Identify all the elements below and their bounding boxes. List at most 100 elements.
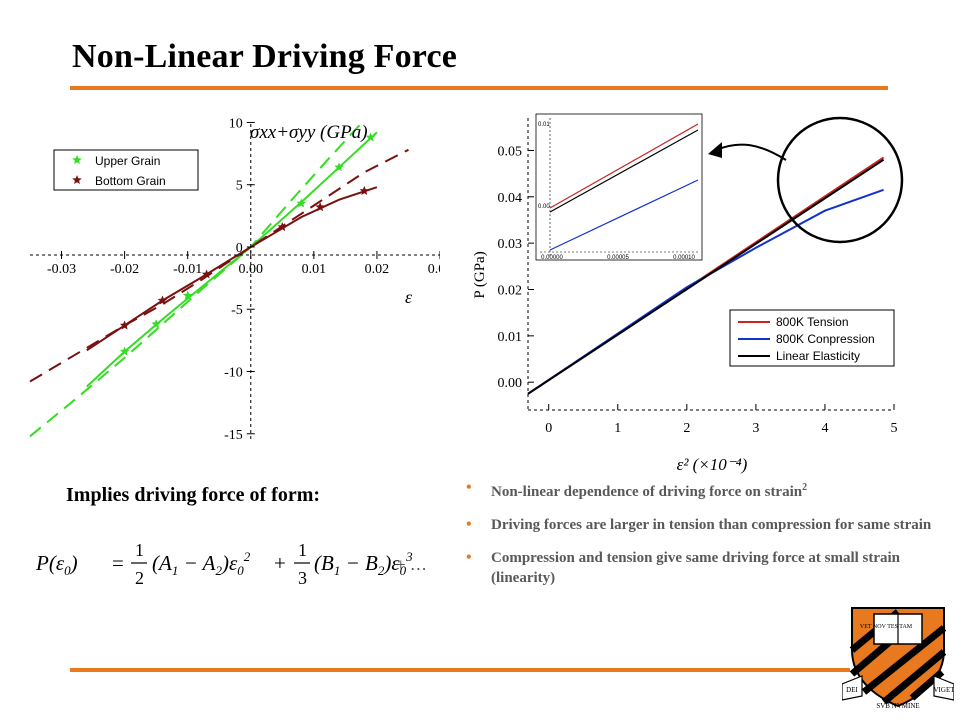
stress-strain-chart: -0.03 -0.02 -0.01 0.00 0.01 0.02 0.03 10 5 0 -5 -10… [29, 116, 440, 440]
x-tick-label: -0.03 [47, 262, 76, 277]
left-chart-series [29, 119, 409, 438]
svg-text:P(ε0): P(ε0) [35, 551, 78, 578]
inset-x-tick-label: 0.00000 [541, 255, 563, 261]
bullet-item: Non-linear dependence of driving force o… [466, 478, 946, 502]
bullet-list: Non-linear dependence of driving force o… [466, 478, 946, 601]
right-chart-ylabel: P (GPa) [472, 251, 488, 298]
bullet-item: Driving forces are larger in tension tha… [466, 515, 946, 535]
series-line-3 [29, 148, 409, 383]
driving-force-formula: P(ε0) = 1 2 (A1 − A2)ε02 + 1 3 (B1 − B2)… [35, 540, 427, 588]
inset-series-line [549, 179, 699, 251]
formula-lhs-end: ) [70, 551, 78, 575]
y-tick-label: 5 [236, 179, 243, 194]
y-tick-label: 0 [236, 241, 243, 256]
right-chart-xlabel: ε² (×10⁻⁴) [677, 455, 748, 474]
x-tick-label: 0 [545, 421, 552, 436]
zoom-circle [776, 116, 904, 244]
legend-marker [72, 175, 82, 184]
x-tick-label: 0.01 [302, 262, 327, 277]
y-tick-label: 0.01 [498, 330, 523, 345]
data-point-marker [201, 269, 212, 279]
y-tick-label: -5 [231, 303, 243, 318]
legend-entry: 800K Tension [776, 315, 849, 329]
svg-text:VET NOV TES TAM: VET NOV TES TAM [860, 624, 913, 630]
arrow-head-icon [708, 142, 722, 158]
y-tick-label: 0.03 [498, 237, 523, 252]
x-tick-label: 4 [821, 421, 828, 436]
formula-tail: + … [396, 555, 427, 574]
data-point-marker [334, 162, 344, 172]
zoom-callout [708, 116, 904, 244]
inset-series-line [549, 123, 699, 209]
data-point-marker [296, 198, 306, 208]
x-tick-label: 3 [752, 421, 759, 436]
svg-text:VIGET: VIGET [934, 686, 955, 694]
footer-rule [70, 668, 850, 672]
inset-x-tick-label: 0.00005 [607, 255, 629, 261]
y-tick-label: 0.00 [498, 376, 523, 391]
series-line-1 [29, 119, 366, 438]
series-line-0 [86, 131, 378, 388]
legend-entry: Linear Elasticity [776, 349, 860, 363]
data-point-marker [315, 202, 325, 212]
inset-series-line [549, 129, 699, 213]
left-chart-title: σxx+σyy (GPa) [250, 122, 368, 143]
data-point-marker [359, 185, 370, 195]
driving-force-chart: 0 1 2 3 4 5 0.00 0.01 0.02 0.03 0.04 0.05 P (GPa) ε² … [472, 113, 904, 474]
formula-lhs: P(ε [35, 551, 65, 575]
formula-frac1-den: 2 [135, 568, 144, 588]
title-underline [70, 86, 888, 90]
svg-text:(A1 − A2)ε02: (A1 − A2)ε02 [152, 549, 251, 578]
svg-text:SVB NVMINE: SVB NVMINE [876, 702, 919, 710]
zoom-arrow [715, 143, 787, 161]
svg-text:(B1 − B2)ε03: (B1 − B2)ε03 [314, 549, 413, 578]
inset-y-tick-label: 0.00 [538, 204, 550, 210]
legend-entry: Upper Grain [95, 154, 160, 168]
inset-frame [535, 113, 703, 261]
x-tick-label: 0.00 [239, 262, 264, 277]
right-chart-series [527, 156, 885, 395]
left-chart-legend: Upper Grain Bottom Grain [53, 149, 199, 191]
data-point-marker [182, 290, 193, 300]
x-tick-label: 1 [614, 421, 621, 436]
y-tick-label: 0.04 [498, 191, 523, 206]
formula-term1: (A [152, 551, 172, 575]
y-tick-label: -10 [224, 366, 243, 381]
series-line-2 [527, 158, 885, 395]
svg-text:1: 1 [298, 540, 307, 560]
x-tick-label: -0.02 [110, 262, 139, 277]
y-tick-label: -15 [224, 428, 243, 440]
formula-term2: (B [314, 551, 334, 575]
left-chart-xlabel: ε [405, 287, 413, 307]
implies-text: Implies driving force of form: [66, 484, 321, 506]
princeton-shield-logo: VET NOV TES TAM DEI VIGET SVB NVMINE [842, 607, 955, 710]
y-tick-label: 0.02 [498, 283, 523, 298]
legend-entry: Bottom Grain [95, 174, 166, 188]
formula-frac1-num: 1 [135, 540, 144, 560]
inset-y-tick-label: 0.01 [538, 122, 550, 128]
left-chart-axes: -0.03 -0.02 -0.01 0.00 0.01 0.02 0.03 10 5 0 -5 -10… [30, 116, 440, 440]
x-tick-label: 0.02 [365, 262, 390, 277]
right-chart-legend: 800K Tension 800K Conpression Linear Elast… [729, 309, 895, 367]
y-tick-label: 0.05 [498, 144, 523, 159]
data-point-marker [151, 319, 161, 329]
slide-title: Non-Linear Driving Force [72, 38, 458, 75]
x-tick-label: 5 [891, 421, 898, 436]
legend-box [53, 149, 199, 191]
x-tick-label: 2 [683, 421, 690, 436]
right-chart-frame: 0 1 2 3 4 5 0.00 0.01 0.02 0.03 0.04 0.05 P (GPa) ε² … [472, 118, 898, 474]
right-chart-inset: 0.00000 0.00005 0.00010 0.01 0.00 [535, 113, 703, 261]
legend-entry: 800K Conpression [776, 332, 875, 346]
formula-lhs-sub: 0 [64, 563, 71, 578]
legend-marker [72, 155, 82, 164]
x-tick-label: -0.01 [173, 262, 202, 277]
data-point-marker [119, 346, 130, 356]
inset-x-tick-label: 0.00010 [673, 255, 695, 261]
svg-text:3: 3 [298, 568, 307, 588]
x-tick-label: 0.03 [428, 262, 440, 277]
bullet-item: Compression and tension give same drivin… [466, 548, 946, 588]
formula-plus: + [274, 551, 286, 575]
series-line-1 [527, 188, 884, 395]
data-point-marker [365, 132, 376, 142]
svg-text:DEI: DEI [846, 686, 858, 694]
